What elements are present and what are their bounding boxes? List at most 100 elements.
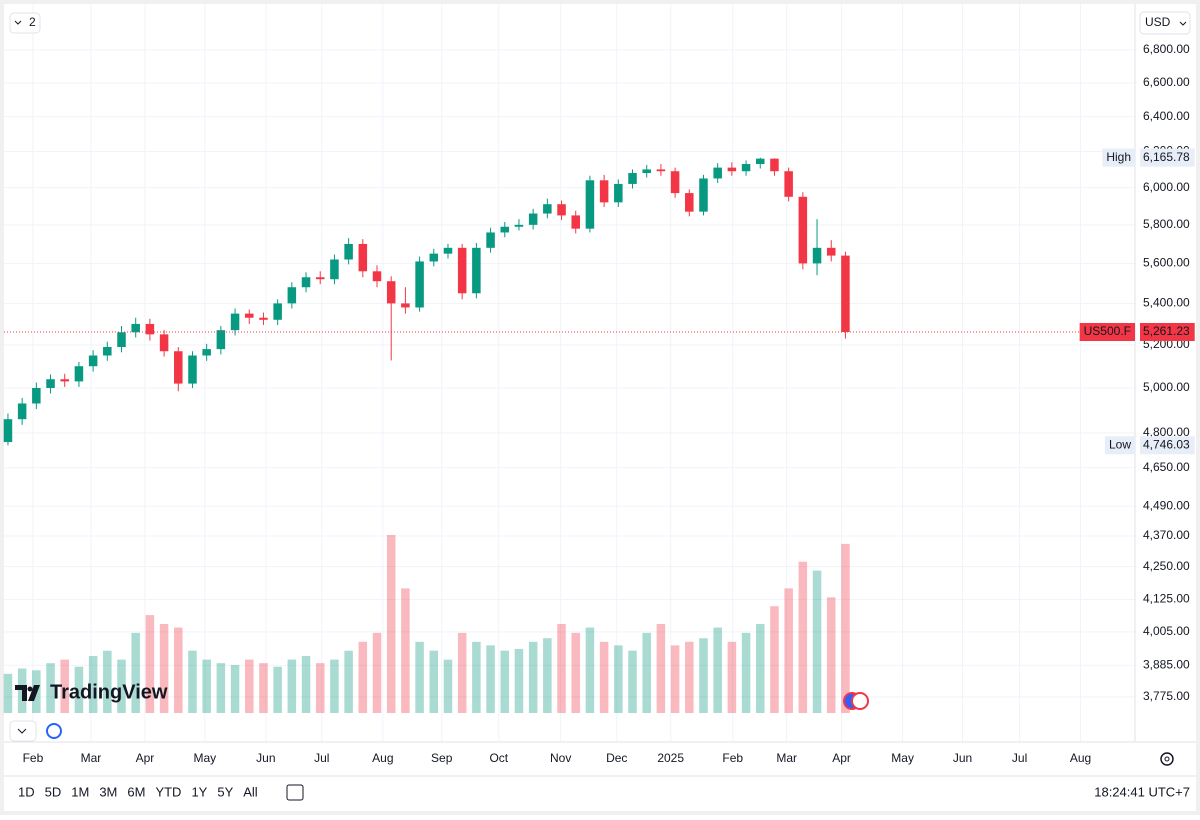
last-price: US500.F 5,261.23 bbox=[1079, 323, 1195, 342]
brand-logo bbox=[27, 686, 33, 692]
candle-body bbox=[841, 255, 850, 333]
low-marker-label: Low bbox=[1109, 437, 1131, 451]
x-tick-label: Aug bbox=[1070, 751, 1091, 765]
candle-body bbox=[500, 226, 510, 233]
volume-bar bbox=[670, 645, 680, 713]
candle-body bbox=[628, 173, 637, 184]
candle-body bbox=[103, 346, 112, 356]
volume-bar bbox=[571, 632, 580, 713]
y-tick-label: 3,775.00 bbox=[1143, 689, 1190, 703]
candle-body bbox=[571, 215, 580, 229]
y-tick-label: 6,400.00 bbox=[1143, 109, 1190, 123]
panel bbox=[4, 4, 1196, 811]
low-marker-value: 4,746.03 bbox=[1143, 437, 1190, 451]
x-tick-label: Dec bbox=[606, 751, 627, 765]
pane-toggle[interactable] bbox=[9, 720, 37, 742]
range-button[interactable]: All bbox=[243, 784, 258, 799]
volume-bar bbox=[486, 645, 495, 713]
y-tick-label: 6,600.00 bbox=[1143, 75, 1190, 89]
volume-bar bbox=[826, 597, 836, 713]
low-marker: Low 4,746.03 bbox=[1104, 436, 1195, 455]
y-tick-label: 4,650.00 bbox=[1143, 460, 1190, 474]
volume-bar bbox=[685, 641, 694, 713]
volume-bar bbox=[259, 663, 268, 713]
range-button[interactable]: 1M bbox=[71, 784, 89, 799]
y-tick-label: 6,800.00 bbox=[1143, 42, 1190, 56]
range-button[interactable]: 5D bbox=[45, 784, 62, 799]
event-icon[interactable] bbox=[851, 692, 869, 710]
candle-body bbox=[528, 213, 538, 225]
x-tick-label: Aug bbox=[372, 751, 393, 765]
range-button[interactable]: YTD bbox=[155, 784, 181, 799]
x-tick-label: Oct bbox=[489, 751, 508, 765]
x-tick-label: Jul bbox=[314, 751, 329, 765]
volume-bar bbox=[543, 638, 552, 713]
volume-bar bbox=[3, 673, 13, 713]
plot bbox=[3, 4, 1135, 742]
candle-body bbox=[244, 313, 254, 318]
volume-bar bbox=[386, 535, 396, 713]
candle-body bbox=[770, 158, 779, 172]
x-tick-label: Jun bbox=[953, 751, 972, 765]
low-marker-box bbox=[1140, 436, 1195, 455]
last-price-label: US500.F bbox=[1084, 324, 1131, 338]
volume-bar bbox=[429, 650, 439, 713]
candle-body bbox=[826, 247, 836, 256]
candle-body bbox=[17, 403, 27, 420]
high-marker-value: 6,165.78 bbox=[1143, 150, 1190, 164]
volume-bar bbox=[358, 641, 368, 713]
x-tick-label: Sep bbox=[431, 751, 453, 765]
volume-bar bbox=[656, 624, 666, 713]
candle-body bbox=[812, 247, 822, 264]
volume-bar bbox=[174, 627, 183, 713]
candle-body bbox=[174, 351, 183, 384]
candle-body bbox=[3, 419, 13, 443]
candle-body bbox=[670, 171, 680, 194]
y-tick-label: 4,800.00 bbox=[1143, 425, 1190, 439]
volume-bar bbox=[756, 624, 765, 713]
candle-body bbox=[585, 180, 595, 229]
x-tick-label: Feb bbox=[722, 751, 743, 765]
candle-body bbox=[287, 287, 297, 304]
volume-bar bbox=[812, 570, 822, 713]
candle-body bbox=[557, 204, 566, 216]
period-button[interactable] bbox=[9, 12, 41, 34]
y-tick-label: 6,000.00 bbox=[1143, 180, 1190, 194]
volume-bar bbox=[230, 664, 240, 713]
candle-body bbox=[344, 243, 353, 260]
candle-body bbox=[713, 167, 722, 179]
candle-body bbox=[599, 180, 609, 203]
volume-bar bbox=[330, 659, 339, 713]
volume-bar bbox=[841, 543, 850, 713]
candle-body bbox=[259, 317, 268, 320]
brand-logo bbox=[15, 685, 40, 701]
volume-bar bbox=[713, 627, 722, 713]
x-tick-label: Mar bbox=[81, 751, 102, 765]
date-range-icon[interactable] bbox=[286, 784, 304, 801]
range-button[interactable]: 5Y bbox=[217, 784, 233, 799]
range-button[interactable]: 6M bbox=[127, 784, 145, 799]
range-button[interactable]: 1Y bbox=[191, 784, 207, 799]
range-button[interactable]: 3M bbox=[99, 784, 117, 799]
range-button[interactable]: 1D bbox=[18, 784, 35, 799]
volume-bar bbox=[216, 663, 226, 713]
candle-body bbox=[472, 247, 481, 294]
settings-icon[interactable] bbox=[1160, 752, 1174, 766]
candle-body bbox=[642, 169, 651, 174]
candle-body bbox=[301, 277, 311, 288]
chevron bbox=[1179, 21, 1187, 26]
volume-bar bbox=[727, 641, 737, 713]
reset-icon[interactable] bbox=[46, 723, 62, 739]
candle-body bbox=[443, 247, 453, 254]
candle-body bbox=[727, 167, 737, 172]
y-tick-label: 4,125.00 bbox=[1143, 592, 1190, 606]
candle-body bbox=[756, 158, 765, 165]
chevron bbox=[14, 20, 22, 25]
volume-bar bbox=[145, 615, 155, 713]
currency-button[interactable] bbox=[1139, 11, 1191, 35]
candle-body bbox=[798, 196, 808, 264]
chevron bbox=[17, 728, 27, 734]
x-tick-label: Apr bbox=[136, 751, 155, 765]
